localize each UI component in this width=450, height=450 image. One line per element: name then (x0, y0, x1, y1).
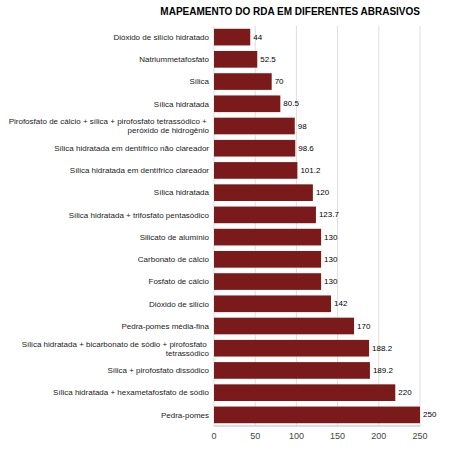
y-tick-label: Sílica hidratada + bicarbonato de sódio … (22, 340, 210, 358)
bar (214, 384, 395, 401)
y-tick-label: Sílica + pirofosfato dissódico (107, 366, 209, 375)
data-label: 130 (324, 277, 338, 286)
bar (214, 140, 295, 157)
data-label: 98.6 (298, 144, 314, 153)
y-tick-label: Sílica hidratada + hexametafosfato de só… (53, 388, 209, 397)
bar (214, 251, 321, 268)
bar (214, 340, 369, 357)
x-tick-label: 150 (330, 431, 345, 441)
data-label: 120 (316, 188, 330, 197)
bar (214, 95, 280, 112)
data-label: 80.5 (283, 99, 299, 108)
bar (214, 318, 354, 335)
data-label: 123.7 (319, 210, 340, 219)
x-tick-label: 250 (412, 431, 427, 441)
y-tick-label: Sílica hidratada em dentífrico não clare… (54, 144, 209, 153)
chart: 0 50 100 150 200 250 250 220 189.2 188.2 170 142 130… (0, 0, 450, 450)
y-tick-label: Silicato de alumínio (140, 233, 210, 242)
y-tick-label: Sílica (189, 77, 209, 86)
data-labels: 250 220 189.2 188.2 170 142 130 130 130 123.7 120 1… (253, 33, 437, 420)
y-tick-label: Sílica hidratada (154, 188, 210, 197)
y-tick-label: Pedra-pomes (161, 411, 209, 420)
y-tick-label: Pirofosfato de cálcio + sílica + pirofos… (9, 117, 210, 135)
y-tick-label: Dióxido de silício hidratado (113, 33, 209, 42)
bar (214, 207, 316, 224)
x-tick-label: 0 (211, 431, 216, 441)
data-label: 142 (334, 299, 348, 308)
x-tick-label: 100 (289, 431, 304, 441)
bar (214, 295, 331, 312)
title: MAPEAMENTO DO RDA EM DIFERENTES ABRASIVO… (160, 6, 420, 17)
y-tick-label: Natriummetafosfato (139, 55, 209, 64)
x-tick-label: 200 (371, 431, 386, 441)
y-tick-label: Carbonato de cálcio (138, 255, 210, 264)
bar (214, 73, 272, 90)
y-tick-label: Sílica hidratada (154, 100, 210, 109)
y-axis: Pedra-pomes Sílica hidratada + hexametafo… (9, 33, 210, 420)
bar (214, 184, 313, 201)
bar (214, 51, 257, 68)
grid-line (420, 26, 421, 426)
data-label: 130 (324, 233, 338, 242)
data-label: 250 (423, 410, 437, 419)
data-label: 44 (253, 33, 262, 42)
chart-container: 0 50 100 150 200 250 250 220 189.2 188.2 170 142 130… (0, 0, 450, 450)
data-label: 52.5 (260, 55, 276, 64)
bar (214, 407, 420, 424)
data-label: 101.2 (300, 166, 321, 175)
y-tick-label: Dióxido de silício (149, 300, 210, 309)
bar (214, 29, 250, 46)
x-tick-label: 50 (250, 431, 260, 441)
y-tick-label: Sílica hidratada em dentífrico clareador (70, 166, 210, 175)
bar (214, 362, 370, 379)
bars (214, 29, 420, 423)
data-label: 170 (357, 322, 371, 331)
y-tick-label: Fosfato de cálcio (149, 277, 210, 286)
y-tick-label: Sílica hidratada + trifosfato pentasódic… (69, 211, 210, 220)
data-label: 98 (298, 122, 307, 131)
data-label: 189.2 (373, 366, 394, 375)
y-tick-label: Pedra-pomes média-fina (121, 322, 209, 331)
data-label: 220 (398, 388, 412, 397)
x-axis-line (214, 426, 420, 427)
bar (214, 118, 295, 135)
bar (214, 229, 321, 246)
x-axis: 0 50 100 150 200 250 (211, 426, 427, 441)
data-label: 70 (275, 77, 284, 86)
data-label: 130 (324, 255, 338, 264)
bar (214, 162, 297, 179)
bar (214, 273, 321, 290)
grid (214, 26, 420, 426)
data-label: 188.2 (372, 344, 393, 353)
